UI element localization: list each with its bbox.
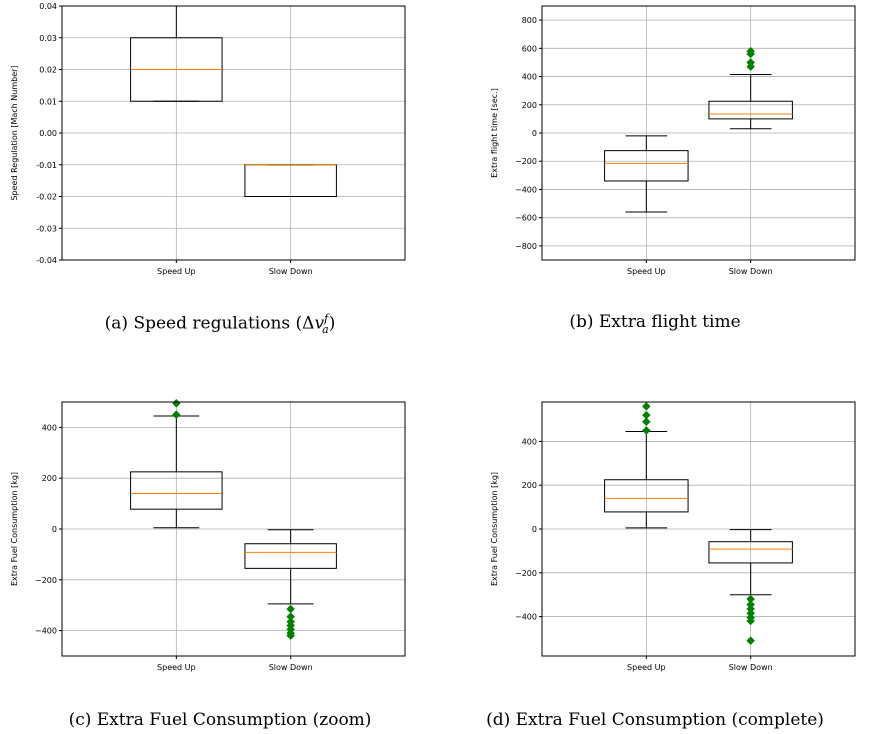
panel-a-ytick-label-6: 0.02: [39, 66, 57, 75]
panel-c-outlier-1-6: [286, 631, 296, 641]
panel-b-xtick-label-1: Slow Down: [729, 267, 773, 276]
panel-a-xtick-label-0: Speed Up: [157, 267, 196, 276]
panel-d-box-1: [708, 541, 793, 564]
caption-d: (d) Extra Fuel Consumption (complete): [486, 710, 824, 730]
panel-b-ytick-label-6: 400: [522, 73, 537, 82]
panel-a-ytick-label-2: -0.02: [36, 193, 57, 202]
panel-b-outlier-1-1: [746, 58, 756, 67]
panel-b-box-0: [604, 150, 689, 182]
panel-d-box-0: [604, 479, 689, 513]
panel-b-ytick-label-1: −600: [515, 214, 537, 223]
panel-c-ytick-label-2: 0: [52, 525, 57, 534]
panel-d-xtick-label-0: Speed Up: [627, 663, 666, 672]
panel-c-box-1: [244, 543, 337, 569]
panel-b-ytick-label-2: −400: [515, 185, 537, 194]
panel-a-ytick-label-0: -0.04: [36, 256, 57, 265]
panel-d-ytick-label-3: 200: [522, 481, 537, 490]
panel-a-ytick-label-8: 0.04: [39, 2, 57, 11]
panel-c-ytick-label-0: −400: [35, 627, 57, 636]
panel-d-xtick-label-1: Slow Down: [729, 663, 773, 672]
panel-d-outlier-1-5: [746, 616, 756, 626]
caption-b: (b) Extra flight time: [569, 312, 741, 332]
panel-b-outlier-1-3: [746, 46, 756, 56]
panel-a-ytick-label-4: 0.00: [39, 129, 57, 138]
panel-c-xtick-label-0: Speed Up: [157, 663, 196, 672]
panel-a-ytick-label-3: -0.01: [36, 161, 57, 170]
panel-c-outlier-1-0: [286, 604, 296, 614]
panel-d-ytick-label-1: −200: [515, 569, 537, 578]
panel-d-ytick-label-2: 0: [532, 525, 537, 534]
panel-c-ylabel: Extra Fuel Consumption [kg]: [10, 472, 19, 586]
panel-d-ylabel: Extra Fuel Consumption [kg]: [490, 472, 499, 586]
panel-c-box-0: [130, 471, 223, 510]
panel-d-ytick-label-4: 400: [522, 437, 537, 446]
panel-c-ytick-label-4: 400: [42, 423, 57, 432]
panel-d-outlier-1-6: [746, 636, 756, 646]
panel-b-ytick-label-8: 800: [522, 16, 537, 25]
panel-b-xtick-label-0: Speed Up: [627, 267, 666, 276]
panel-a-ytick-label-5: 0.01: [39, 97, 57, 106]
panel-a-ylabel: Speed Regulation [Mach Number]: [10, 65, 19, 200]
panel-c-xtick-label-1: Slow Down: [269, 663, 313, 672]
panel-d-ytick-label-0: −400: [515, 613, 537, 622]
panel-a-ytick-label-1: -0.03: [36, 224, 57, 233]
panel-b-ytick-label-3: −200: [515, 157, 537, 166]
panel-b-ytick-label-0: −800: [515, 242, 537, 251]
panel-c-ytick-label-3: 200: [42, 474, 57, 483]
panel-d-outlier-0-3: [641, 402, 651, 411]
panel-b-box-1: [708, 100, 793, 120]
panel-b-ytick-label-7: 600: [522, 44, 537, 53]
panel-b-ylabel: Extra flight time [sec.]: [490, 88, 499, 178]
caption-c: (c) Extra Fuel Consumption (zoom): [68, 710, 372, 730]
panel-d-outlier-0-1: [641, 417, 651, 427]
panel-b-ytick-label-4: 0: [532, 129, 537, 138]
panel-c-outlier-0-0: [171, 410, 181, 420]
caption-a: (a) Speed regulations (Δvfa): [104, 312, 336, 337]
panel-b-ytick-label-5: 200: [522, 101, 537, 110]
panel-a-ytick-label-7: 0.03: [39, 34, 57, 43]
panel-a-xtick-label-1: Slow Down: [269, 267, 313, 276]
panel-d-outlier-0-0: [641, 426, 651, 435]
panel-c-outlier-0-1: [171, 398, 181, 408]
panel-c-ytick-label-1: −200: [35, 576, 57, 585]
panel-d-outlier-0-2: [641, 410, 651, 420]
